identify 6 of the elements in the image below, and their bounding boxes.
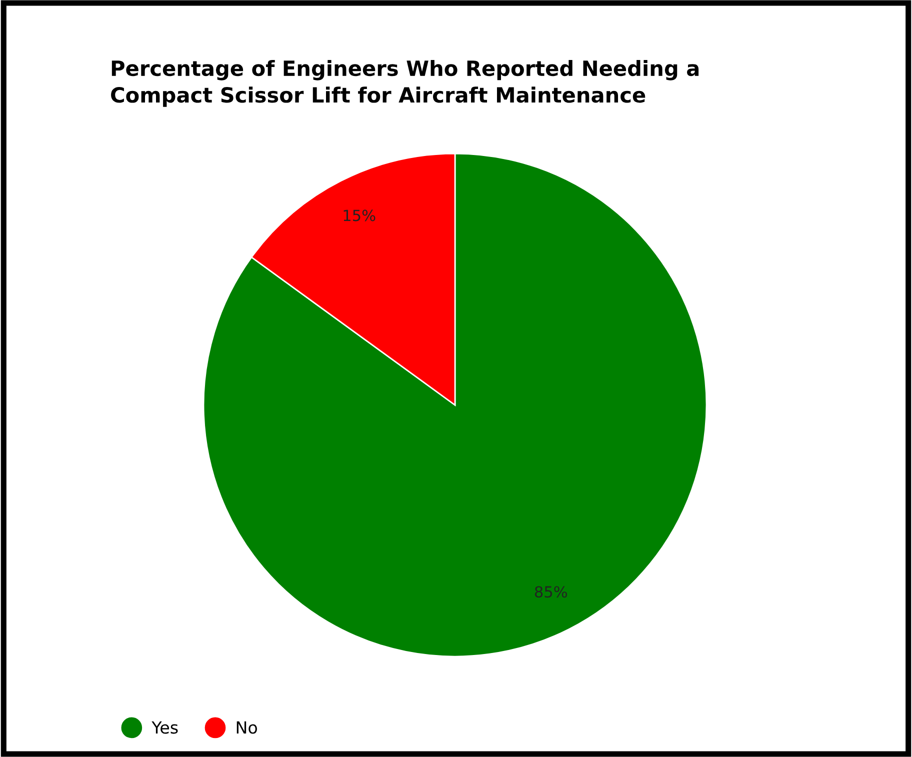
pie-slice — [202, 152, 708, 658]
data-label: 85% — [534, 586, 568, 598]
legend-label: No — [236, 721, 257, 734]
data-label: 15% — [344, 210, 376, 222]
legend-label: Yes — [152, 721, 178, 734]
chart-title: Percentage of Engineers Who Reported Needing a Compact Scissor Lift for Aircraft Maintenance — [111, 60, 699, 107]
